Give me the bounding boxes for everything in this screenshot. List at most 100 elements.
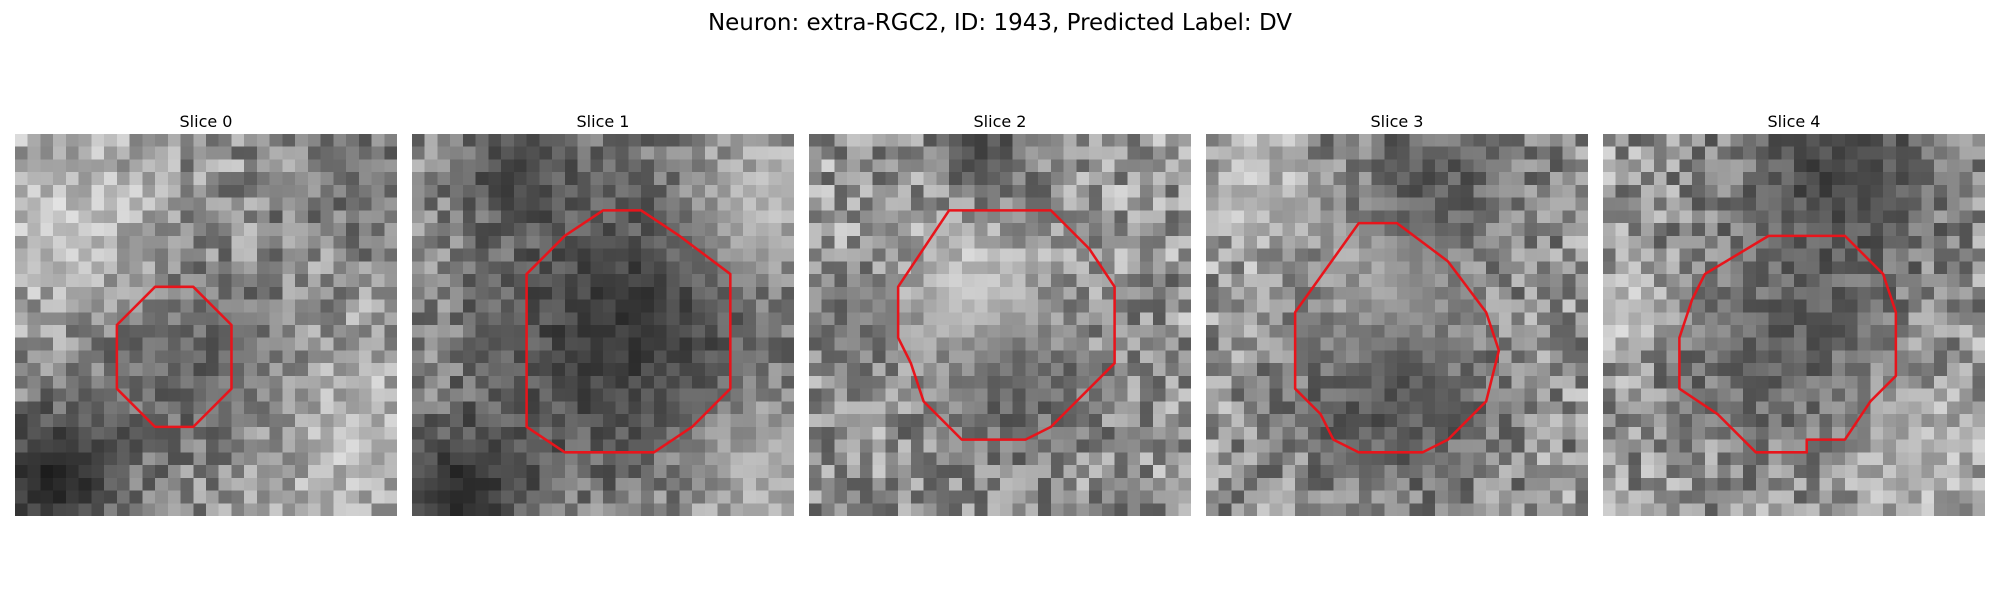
image-pixel — [1781, 299, 1795, 313]
image-pixel — [1575, 388, 1588, 402]
image-pixel — [1114, 465, 1128, 479]
image-pixel — [1256, 197, 1270, 211]
image-pixel — [1679, 375, 1693, 389]
image-pixel — [475, 503, 489, 516]
image-pixel — [1346, 274, 1360, 288]
image-pixel — [1895, 452, 1909, 466]
image-pixel — [717, 439, 731, 453]
image-pixel — [256, 490, 270, 504]
image-pixel — [1320, 503, 1334, 516]
image-pixel — [371, 439, 385, 453]
image-pixel — [104, 172, 118, 186]
image-pixel — [628, 159, 642, 173]
image-pixel — [450, 490, 464, 504]
image-pixel — [1666, 223, 1680, 237]
image-pixel — [961, 172, 975, 186]
image-pixel — [1895, 134, 1909, 147]
image-pixel — [1755, 439, 1769, 453]
image-pixel — [1371, 159, 1385, 173]
image-pixel — [1384, 325, 1398, 338]
image-pixel — [1908, 159, 1922, 173]
image-pixel — [1832, 465, 1846, 479]
image-pixel — [666, 363, 680, 377]
image-pixel — [15, 375, 28, 389]
image-pixel — [1768, 503, 1782, 516]
image-pixel — [1333, 350, 1347, 364]
image-pixel — [1218, 197, 1232, 211]
image-pixel — [1524, 465, 1538, 479]
image-pixel — [1794, 426, 1807, 440]
slice-title: Slice 4 — [1767, 112, 1821, 131]
image-pixel — [1768, 375, 1782, 389]
image-pixel — [781, 465, 794, 479]
image-pixel — [513, 172, 527, 186]
image-pixel — [628, 439, 642, 453]
image-pixel — [1422, 312, 1436, 326]
image-pixel — [358, 261, 372, 275]
image-pixel — [116, 235, 130, 249]
image-pixel — [1781, 159, 1795, 173]
image-pixel — [1934, 184, 1948, 198]
image-pixel — [1908, 261, 1922, 275]
image-pixel — [1397, 426, 1410, 440]
image-pixel — [847, 274, 861, 288]
image-pixel — [898, 388, 912, 402]
image-pixel — [1384, 503, 1398, 516]
image-pixel — [1946, 172, 1960, 186]
image-pixel — [1384, 159, 1398, 173]
image-pixel — [1768, 146, 1782, 160]
image-pixel — [1486, 235, 1500, 249]
image-pixel — [1603, 477, 1616, 491]
image-pixel — [666, 197, 680, 211]
image-pixel — [1244, 337, 1258, 351]
image-pixel — [1231, 235, 1245, 249]
image-pixel — [1717, 312, 1731, 326]
image-pixel — [1282, 223, 1296, 237]
image-pixel — [256, 159, 270, 173]
image-pixel — [1972, 261, 1985, 275]
image-pixel — [269, 312, 283, 326]
image-pixel — [1178, 414, 1191, 428]
image-pixel — [872, 388, 886, 402]
image-pixel — [1832, 312, 1846, 326]
image-pixel — [501, 452, 515, 466]
image-pixel — [142, 172, 156, 186]
image-pixel — [180, 414, 194, 428]
image-pixel — [666, 235, 680, 249]
image-pixel — [974, 325, 988, 338]
image-pixel — [1819, 375, 1833, 389]
image-pixel — [1256, 261, 1270, 275]
image-pixel — [1422, 337, 1436, 351]
image-pixel — [1498, 426, 1512, 440]
image-pixel — [65, 414, 79, 428]
image-pixel — [1730, 465, 1744, 479]
image-pixel — [1320, 210, 1334, 224]
image-pixel — [1819, 248, 1833, 262]
image-pixel — [1012, 299, 1026, 313]
image-pixel — [371, 503, 385, 516]
image-pixel — [1256, 146, 1270, 160]
image-pixel — [834, 172, 848, 186]
image-pixel — [847, 337, 861, 351]
image-pixel — [129, 375, 143, 389]
image-pixel — [1063, 363, 1077, 377]
image-pixel — [424, 401, 438, 415]
image-pixel — [1717, 223, 1731, 237]
image-pixel — [615, 197, 629, 211]
image-pixel — [1038, 388, 1052, 402]
image-pixel — [333, 350, 347, 364]
image-pixel — [295, 325, 309, 338]
image-pixel — [615, 312, 629, 326]
image-pixel — [231, 274, 245, 288]
image-pixel — [552, 261, 566, 275]
image-pixel — [1806, 465, 1820, 479]
image-pixel — [1768, 312, 1782, 326]
image-pixel — [1628, 299, 1642, 313]
image-pixel — [488, 363, 502, 377]
image-pixel — [91, 439, 105, 453]
image-pixel — [1050, 350, 1064, 364]
image-pixel — [1000, 414, 1013, 428]
image-pixel — [1218, 426, 1232, 440]
image-pixel — [424, 235, 438, 249]
image-pixel — [1050, 274, 1064, 288]
